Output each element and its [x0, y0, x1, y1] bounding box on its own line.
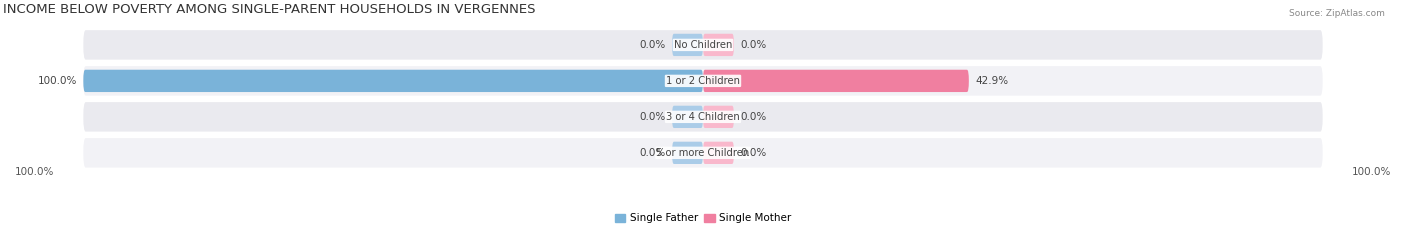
FancyBboxPatch shape — [703, 34, 734, 56]
FancyBboxPatch shape — [703, 70, 969, 92]
FancyBboxPatch shape — [83, 70, 703, 92]
Text: 100.0%: 100.0% — [38, 76, 77, 86]
Text: 100.0%: 100.0% — [15, 167, 55, 177]
FancyBboxPatch shape — [703, 106, 734, 128]
FancyBboxPatch shape — [703, 142, 734, 164]
FancyBboxPatch shape — [83, 138, 1323, 168]
Text: 0.0%: 0.0% — [640, 112, 666, 122]
Legend: Single Father, Single Mother: Single Father, Single Mother — [614, 213, 792, 223]
Text: 42.9%: 42.9% — [974, 76, 1008, 86]
Text: Source: ZipAtlas.com: Source: ZipAtlas.com — [1289, 9, 1385, 18]
FancyBboxPatch shape — [672, 142, 703, 164]
FancyBboxPatch shape — [83, 102, 1323, 132]
Text: INCOME BELOW POVERTY AMONG SINGLE-PARENT HOUSEHOLDS IN VERGENNES: INCOME BELOW POVERTY AMONG SINGLE-PARENT… — [3, 3, 536, 16]
Text: 0.0%: 0.0% — [740, 40, 766, 50]
Text: 0.0%: 0.0% — [740, 148, 766, 158]
Text: 3 or 4 Children: 3 or 4 Children — [666, 112, 740, 122]
FancyBboxPatch shape — [672, 34, 703, 56]
Text: 5 or more Children: 5 or more Children — [657, 148, 749, 158]
FancyBboxPatch shape — [83, 66, 1323, 96]
Text: No Children: No Children — [673, 40, 733, 50]
Text: 0.0%: 0.0% — [740, 112, 766, 122]
Text: 0.0%: 0.0% — [640, 148, 666, 158]
FancyBboxPatch shape — [83, 30, 1323, 60]
FancyBboxPatch shape — [672, 106, 703, 128]
Text: 1 or 2 Children: 1 or 2 Children — [666, 76, 740, 86]
Text: 100.0%: 100.0% — [1351, 167, 1391, 177]
Text: 0.0%: 0.0% — [640, 40, 666, 50]
